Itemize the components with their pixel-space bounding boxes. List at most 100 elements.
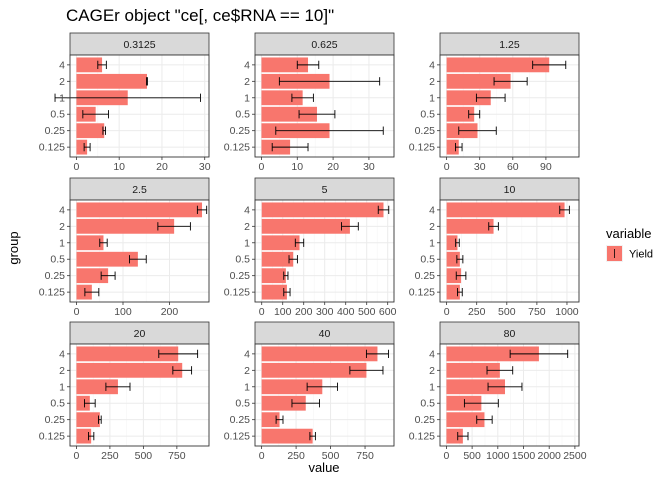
errorbar-0.5 bbox=[84, 399, 96, 408]
x-tick-label: 500 bbox=[135, 450, 153, 462]
errorbar-1 bbox=[475, 93, 506, 102]
bar-0.25 bbox=[446, 268, 462, 284]
panel-border bbox=[439, 54, 580, 158]
bar-4 bbox=[261, 57, 309, 73]
bar-2 bbox=[76, 362, 183, 378]
legend: variable Yield bbox=[606, 226, 653, 262]
errorbar-2 bbox=[172, 366, 193, 375]
bar-0.25 bbox=[76, 412, 100, 428]
bar-0.25 bbox=[446, 412, 485, 428]
facet-panel-20: 20 0 250 500 750 0.125 0.25 0.5 1 2 4 bbox=[39, 321, 210, 462]
errorbar-0.25 bbox=[98, 415, 102, 424]
y-tick-label: 0.125 bbox=[39, 431, 65, 443]
errorbar-1 bbox=[487, 382, 523, 391]
y-tick-label: 1 bbox=[59, 237, 65, 249]
y-tick-label: 1 bbox=[429, 237, 435, 249]
bar-1 bbox=[446, 379, 506, 395]
y-tick-label: 0.5 bbox=[50, 254, 65, 266]
x-tick-label: 60 bbox=[507, 161, 519, 173]
errorbar-2 bbox=[349, 366, 384, 375]
y-tick-label: 0.25 bbox=[45, 125, 66, 137]
errorbar-0.5 bbox=[82, 110, 109, 119]
x-tick-label: 10 bbox=[113, 161, 125, 173]
errorbar-0.25 bbox=[102, 126, 106, 135]
bar-4 bbox=[76, 202, 203, 218]
bar-2 bbox=[446, 362, 500, 378]
bar-0.125 bbox=[446, 428, 463, 444]
x-tick-label: 0 bbox=[259, 161, 265, 173]
x-axis-title: value bbox=[308, 460, 339, 475]
errorbar-1 bbox=[294, 238, 305, 247]
bar-2 bbox=[446, 73, 511, 89]
bar-4 bbox=[76, 346, 179, 362]
errorbar-1 bbox=[54, 93, 201, 102]
panel-border bbox=[254, 199, 395, 303]
x-tick-label: 500 bbox=[358, 306, 376, 318]
y-tick-label: 0.125 bbox=[224, 287, 250, 299]
panel-border bbox=[69, 54, 210, 158]
bar-0.125 bbox=[261, 428, 313, 444]
x-tick-label: 1000 bbox=[555, 306, 579, 318]
facet-strip-label: 5 bbox=[322, 184, 328, 196]
x-tick-label: 100 bbox=[114, 306, 132, 318]
facet-strip-label: 2.5 bbox=[132, 184, 147, 196]
errorbar-0.125 bbox=[309, 431, 316, 441]
bar-1 bbox=[446, 90, 491, 106]
errorbar-0.5 bbox=[456, 255, 464, 264]
bar-4 bbox=[446, 57, 550, 73]
y-tick-label: 0.25 bbox=[45, 414, 66, 426]
y-tick-label: 4 bbox=[429, 204, 435, 216]
facet-panel-1_25: 1.25 0 30 60 90 0.125 0.25 0.5 1 2 4 bbox=[409, 32, 580, 173]
x-tick-label: 30 bbox=[363, 161, 375, 173]
y-tick-label: 0.125 bbox=[224, 431, 250, 443]
errorbar-0.5 bbox=[468, 110, 481, 119]
chart-title: CAGEr object "ce[, ce$RNA == 10]" bbox=[66, 6, 334, 25]
x-tick-label: 30 bbox=[199, 161, 211, 173]
y-tick-label: 2 bbox=[59, 76, 65, 88]
bar-2 bbox=[76, 218, 175, 234]
y-tick-label: 0.5 bbox=[235, 398, 250, 410]
y-tick-label: 4 bbox=[244, 348, 250, 360]
errorbar-4 bbox=[365, 349, 389, 359]
errorbar-2 bbox=[488, 222, 499, 231]
errorbar-1 bbox=[306, 382, 338, 391]
legend-title: variable bbox=[606, 226, 652, 241]
errorbar-1 bbox=[291, 93, 314, 102]
bar-0.125 bbox=[76, 284, 92, 300]
bar-1 bbox=[261, 235, 300, 251]
y-tick-label: 1 bbox=[429, 381, 435, 393]
errorbar-1 bbox=[99, 238, 108, 247]
errorbar-0.25 bbox=[100, 271, 116, 280]
errorbar-4 bbox=[559, 205, 570, 215]
bar-4 bbox=[76, 57, 103, 73]
x-tick-label: 750 bbox=[356, 450, 374, 462]
x-tick-label: 100 bbox=[274, 306, 292, 318]
bar-1 bbox=[76, 235, 104, 251]
x-tick-label: 2500 bbox=[563, 450, 587, 462]
y-tick-label: 2 bbox=[429, 76, 435, 88]
x-tick-label: 0 bbox=[73, 161, 79, 173]
y-tick-label: 2 bbox=[244, 76, 250, 88]
errorbar-0.125 bbox=[271, 142, 309, 152]
facet-panel-5: 5 0 100 200 300 400 500 600 0.125 0.25 0.5 1 2 4 bbox=[224, 177, 397, 318]
y-tick-label: 0.5 bbox=[420, 398, 435, 410]
y-tick-label: 1 bbox=[244, 92, 250, 104]
facet-strip-label: 10 bbox=[504, 184, 516, 196]
y-tick-label: 0.25 bbox=[415, 125, 436, 137]
errorbar-2 bbox=[146, 77, 148, 86]
errorbar-0.5 bbox=[463, 399, 499, 408]
bar-0.25 bbox=[76, 123, 105, 139]
y-tick-label: 1 bbox=[244, 381, 250, 393]
facet-strip-label: 0.625 bbox=[311, 39, 337, 51]
errorbar-4 bbox=[532, 60, 567, 70]
y-tick-label: 0.125 bbox=[39, 142, 65, 154]
y-tick-label: 0.125 bbox=[39, 287, 65, 299]
x-tick-label: 1000 bbox=[486, 450, 510, 462]
y-tick-label: 4 bbox=[429, 348, 435, 360]
errorbar-0.125 bbox=[283, 287, 291, 297]
y-tick-label: 4 bbox=[59, 348, 65, 360]
facet-strip-label: 40 bbox=[319, 328, 331, 340]
errorbar-0.5 bbox=[291, 399, 320, 408]
y-tick-label: 0.125 bbox=[409, 142, 435, 154]
